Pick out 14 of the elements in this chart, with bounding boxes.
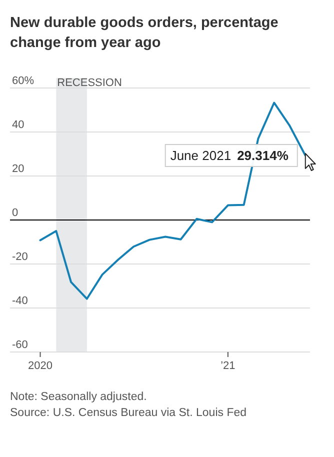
y-tick-label: 40 xyxy=(12,119,24,131)
y-tick-label: 20 xyxy=(12,163,24,175)
source-note: Source: U.S. Census Bureau via St. Louis Fed xyxy=(10,407,247,419)
x-tick-label: 2020 xyxy=(28,360,52,372)
y-tick-label: -60 xyxy=(12,339,28,351)
y-tick-label: 60% xyxy=(12,75,34,87)
y-tick-label: -40 xyxy=(12,295,28,307)
band-label: RECESSION xyxy=(57,77,122,89)
y-tick-label: 0 xyxy=(12,207,18,219)
text: Note: Seasonally adjusted. xyxy=(10,391,147,403)
chart-title: New durable goods orders, percentage change from year ago xyxy=(10,15,278,51)
annotation: June 2021 29.314% xyxy=(170,148,289,164)
x-tick-label: ’21 xyxy=(220,360,236,372)
y-tick-label: -20 xyxy=(12,251,28,263)
